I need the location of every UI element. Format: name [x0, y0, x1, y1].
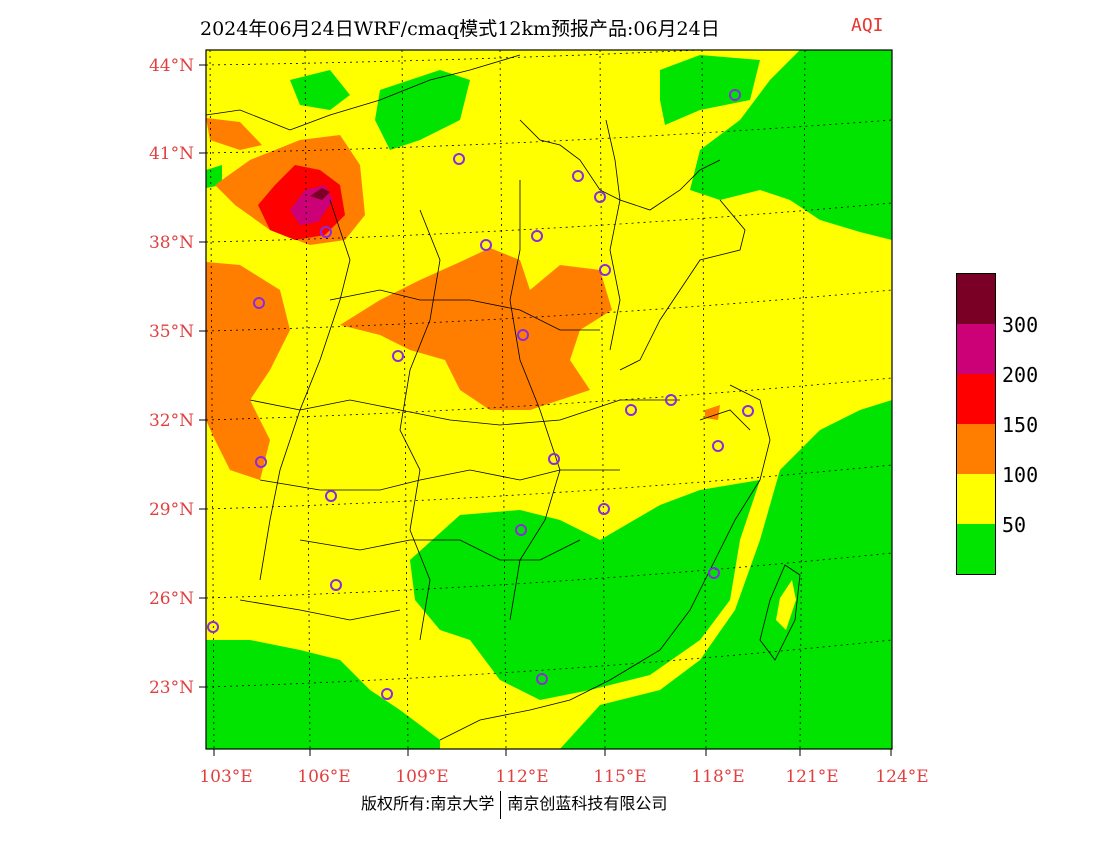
legend-swatch-very-unhealthy [957, 324, 995, 374]
legend-swatch-unhealthy [957, 374, 995, 424]
lon-label: 106°E [297, 767, 350, 787]
city-marker [598, 503, 610, 515]
aqi-legend [956, 273, 996, 575]
legend-label: 300 [1002, 313, 1039, 337]
city-marker [531, 230, 543, 242]
legend-label: 50 [1002, 513, 1027, 537]
west-good [206, 165, 222, 188]
city-marker [517, 329, 529, 341]
city-marker [599, 264, 611, 276]
city-marker [330, 579, 342, 591]
city-marker [625, 404, 637, 416]
city-marker [255, 456, 267, 468]
east-sea-good [560, 400, 892, 749]
city-marker [665, 394, 677, 406]
map-frame [205, 49, 893, 750]
city-marker [253, 297, 265, 309]
north-good [660, 55, 760, 125]
lat-label: 41°N [149, 144, 194, 164]
footer-separator [500, 790, 502, 819]
northwest-orange [206, 118, 262, 150]
city-marker [392, 350, 404, 362]
aqi-hazardous-area [310, 188, 330, 200]
copyright-owner: 版权所有:南京大学 [361, 794, 495, 813]
map-title: 2024年06月24日WRF/cmaq模式12km预报产品:06月24日 [200, 18, 720, 40]
axis-ticks [199, 64, 892, 756]
city-marker [742, 405, 754, 417]
lat-label: 38°N [149, 233, 194, 253]
legend-label: 100 [1002, 463, 1039, 487]
legend-label: 200 [1002, 363, 1039, 387]
aqi-label: AQI [851, 15, 884, 36]
longitude-labels: 103°E 106°E 109°E 112°E 115°E 118°E 121°… [199, 767, 928, 787]
taiwan-moderate [776, 580, 796, 630]
city-marker [548, 453, 560, 465]
lat-label: 26°N [149, 589, 194, 609]
lon-label: 112°E [495, 767, 548, 787]
southwest-good [206, 640, 440, 749]
city-marker [320, 226, 332, 238]
lon-label: 124°E [875, 767, 928, 787]
legend-swatch-hazardous [957, 274, 995, 324]
graticule [206, 50, 892, 749]
legend-swatch-good [957, 524, 995, 574]
city-marker [207, 621, 219, 633]
northeast-good [690, 50, 892, 240]
city-marker [536, 673, 548, 685]
legend-label: 150 [1002, 413, 1039, 437]
lat-label: 35°N [149, 322, 194, 342]
city-marker [480, 239, 492, 251]
aqi-field [206, 50, 892, 749]
city-marker [515, 524, 527, 536]
jiangsu-orange [705, 405, 720, 420]
city-marker [712, 440, 724, 452]
lat-label: 32°N [149, 411, 194, 431]
lat-label: 29°N [149, 500, 194, 520]
lat-label: 23°N [149, 678, 194, 698]
inner-mongolia-good-2 [375, 70, 470, 150]
south-china-good [410, 480, 760, 700]
admin-boundaries [206, 54, 771, 741]
lon-label: 109°E [395, 767, 448, 787]
city-marker [572, 170, 584, 182]
copyright-footer: 版权所有:南京大学 南京创蓝科技有限公司 [361, 790, 667, 819]
sichuan-orange [206, 262, 290, 480]
city-marker [729, 89, 741, 101]
city-marker [381, 688, 393, 700]
lon-label: 115°E [593, 767, 646, 787]
city-marker [594, 191, 606, 203]
city-marker [453, 153, 465, 165]
city-marker [325, 490, 337, 502]
city-markers [207, 89, 754, 700]
city-marker [708, 567, 720, 579]
central-china-orange [340, 248, 612, 410]
lon-label: 118°E [691, 767, 744, 787]
copyright-company: 南京创蓝科技有限公司 [507, 794, 668, 813]
lon-label: 121°E [785, 767, 838, 787]
legend-swatch-moderate [957, 474, 995, 524]
lon-label: 103°E [199, 767, 252, 787]
latitude-labels: 44°N 41°N 38°N 35°N 32°N 29°N 26°N 23°N [149, 56, 194, 698]
lat-label: 44°N [149, 56, 194, 76]
legend-swatch-sensitive [957, 424, 995, 474]
